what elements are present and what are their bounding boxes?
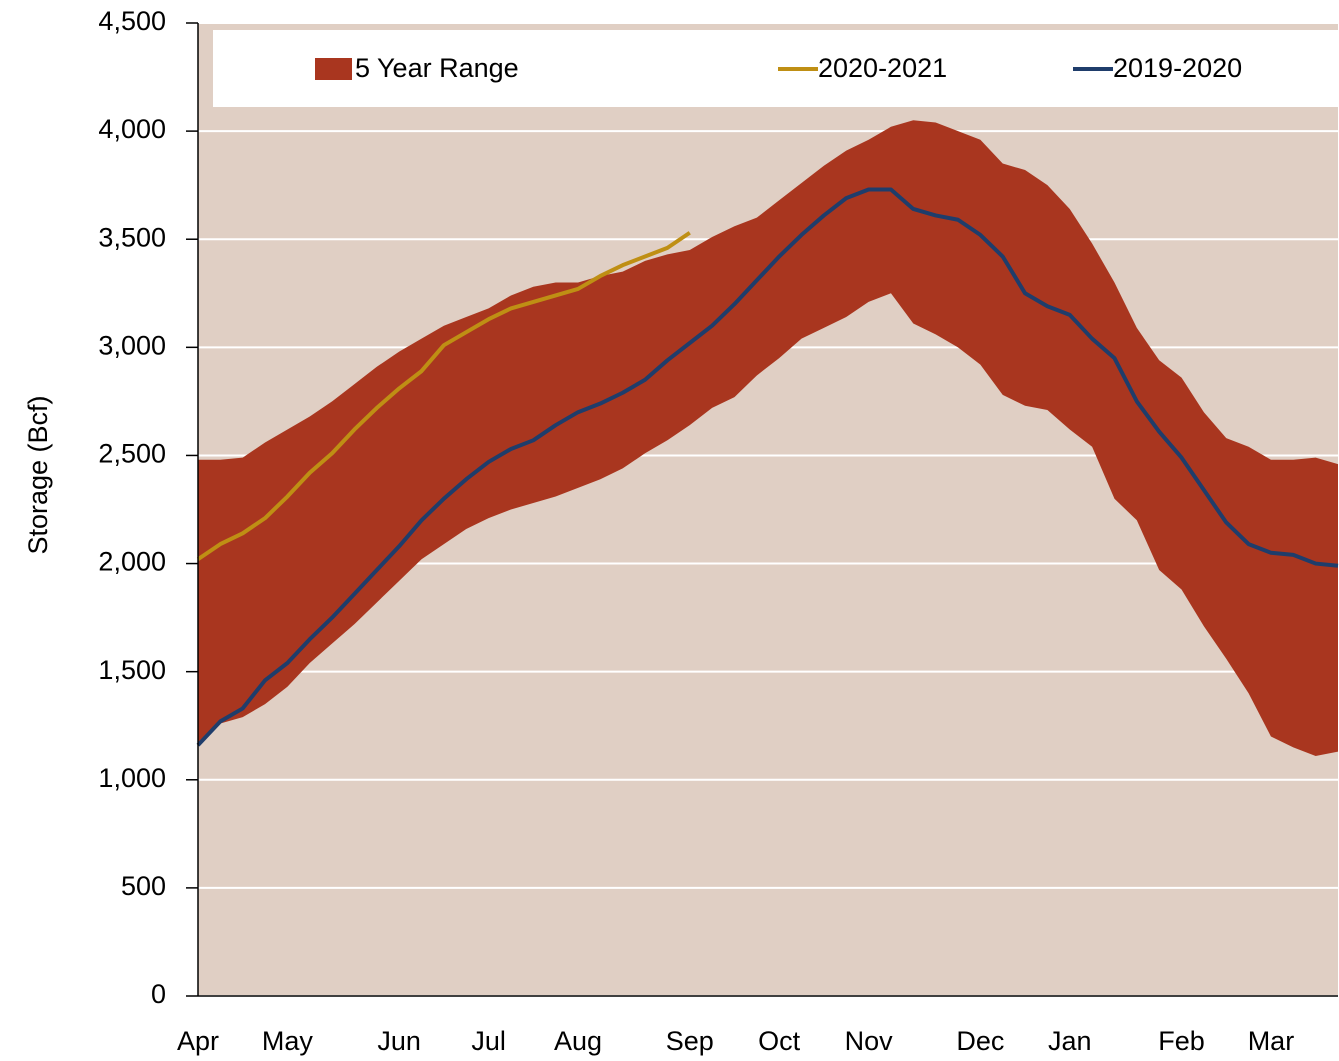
y-tick-label: 1,000 <box>98 763 166 793</box>
x-tick-label: Sep <box>666 1026 714 1056</box>
x-tick-label: Mar <box>1248 1026 1295 1056</box>
x-tick-label: Jan <box>1048 1026 1092 1056</box>
y-axis-label: Storage (Bcf) <box>23 395 53 554</box>
x-tick-label: May <box>262 1026 314 1056</box>
y-tick-label: 2,000 <box>98 547 166 577</box>
y-tick-label: 0 <box>151 979 166 1009</box>
series-line <box>196 231 691 561</box>
x-tick-label: Oct <box>758 1026 801 1056</box>
y-tick-label: 4,500 <box>98 6 166 36</box>
y-tick-label: 1,500 <box>98 655 166 685</box>
x-tick-label: Apr <box>177 1026 219 1056</box>
y-tick-label: 2,500 <box>98 439 166 469</box>
legend-label: 2020-2021 <box>818 53 947 83</box>
series-line <box>196 187 1339 747</box>
legend-label: 5 Year Range <box>355 53 519 83</box>
x-tick-label: Aug <box>554 1026 602 1056</box>
y-tick-label: 500 <box>121 871 166 901</box>
x-tick-label: Jun <box>377 1026 421 1056</box>
x-tick-label: Jul <box>471 1026 506 1056</box>
x-tick-label: Feb <box>1158 1026 1205 1056</box>
y-tick-label: 4,000 <box>98 114 166 144</box>
y-tick-label: 3,000 <box>98 330 166 360</box>
legend-label: 2019-2020 <box>1113 53 1242 83</box>
x-tick-label: Dec <box>956 1026 1004 1056</box>
range-area <box>198 120 1338 756</box>
y-tick-label: 3,500 <box>98 222 166 252</box>
legend-box <box>213 30 1338 107</box>
legend-swatch <box>315 58 352 80</box>
x-tick-label: Nov <box>845 1026 894 1056</box>
